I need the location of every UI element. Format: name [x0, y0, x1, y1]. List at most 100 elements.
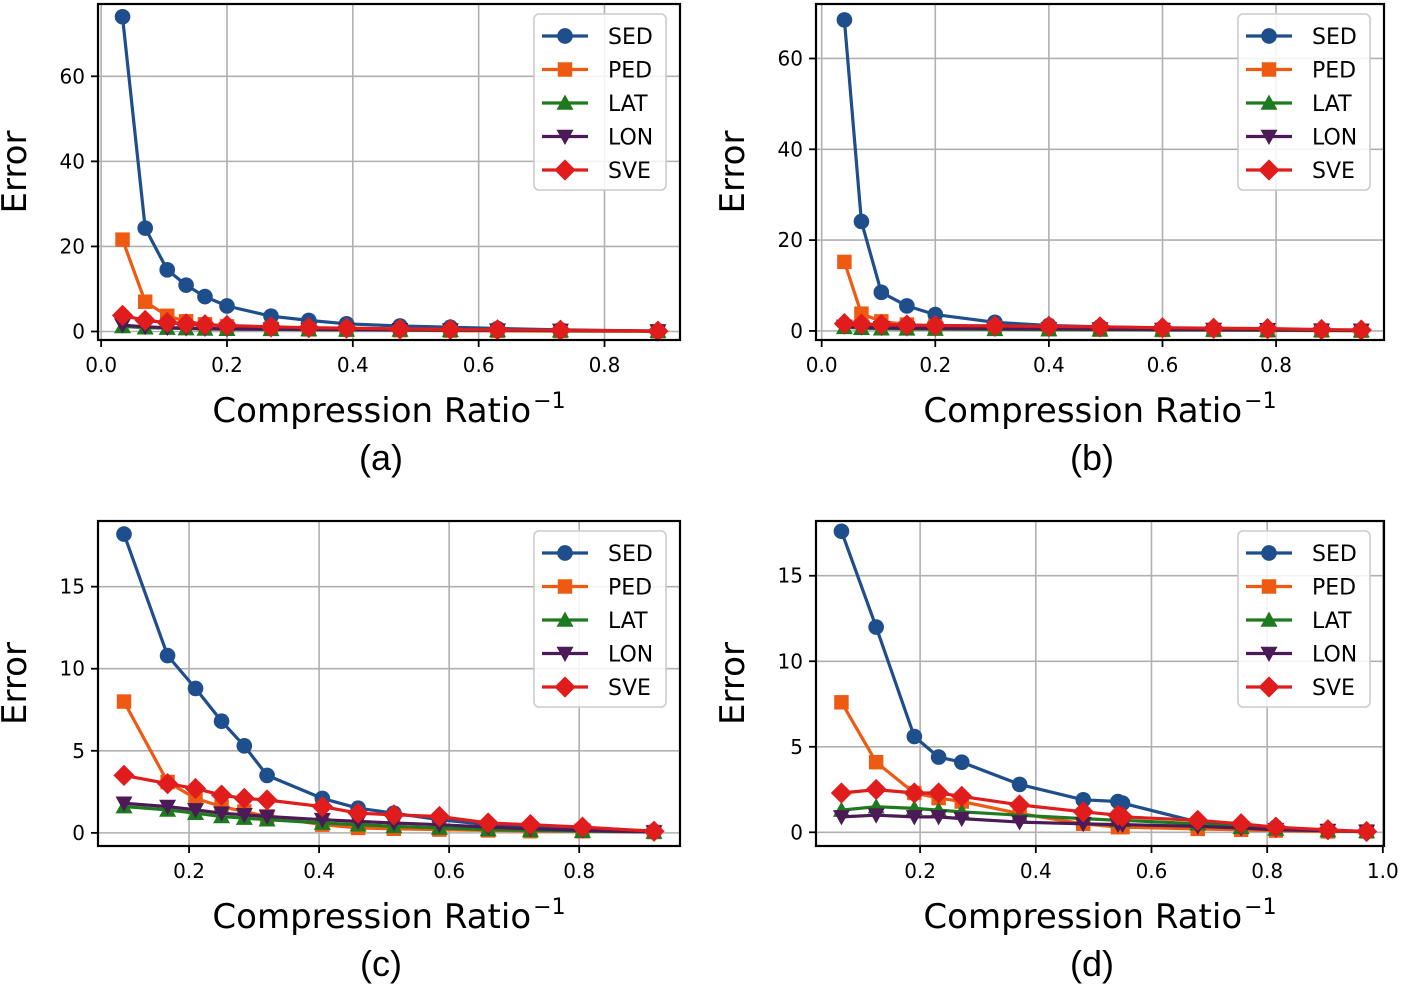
data-point-ped — [116, 694, 132, 709]
legend-item-sed: SED — [1246, 542, 1357, 567]
legend-label: PED — [608, 59, 652, 84]
plot-area — [111, 8, 669, 342]
legend-label: LON — [608, 126, 653, 151]
x-tick-label: 0.0 — [806, 353, 838, 377]
data-point-sve — [156, 773, 179, 795]
x-tick-label: 0.6 — [463, 353, 495, 377]
chart-panel-d: 0.2 0.4 0.6 0.8 1.0 0 5 10 15 Error Compression Ra… — [713, 519, 1399, 984]
y-tick-label: 5 — [72, 739, 85, 763]
data-point-ped — [137, 294, 153, 309]
data-point-sed — [259, 767, 275, 784]
data-point-lon — [867, 808, 885, 824]
data-point-sve — [347, 802, 369, 824]
legend-item-lon: LON — [542, 643, 653, 668]
data-point-sve — [1151, 317, 1174, 339]
data-point-sve — [389, 318, 411, 340]
data-point-sed — [899, 298, 915, 314]
data-point-sve — [233, 787, 255, 810]
data-point-ped — [868, 754, 884, 770]
legend-marker — [1260, 646, 1278, 662]
data-point-sed — [930, 749, 947, 765]
y-tick-label: 10 — [60, 657, 85, 681]
legend-item-sed: SED — [542, 25, 653, 50]
x-tick-label: 0.4 — [337, 353, 369, 377]
legend-item-lon: LON — [1246, 643, 1357, 668]
data-point-sve — [549, 319, 572, 341]
x-axis-label: Compression Ratio−1 — [212, 895, 565, 937]
data-point-sve — [951, 785, 973, 808]
data-point-sve — [1265, 816, 1287, 838]
data-point-lon — [905, 810, 923, 826]
x-axis-label: Compression Ratio−1 — [212, 389, 565, 431]
y-tick-label: 15 — [60, 575, 85, 599]
data-point-sve — [647, 320, 669, 342]
legend-item-ped: PED — [1246, 59, 1356, 84]
y-tick-label: 60 — [60, 64, 85, 88]
panel-caption: (a) — [359, 437, 403, 478]
legend-box — [533, 530, 667, 708]
x-tick-label: 0.8 — [1251, 859, 1283, 883]
data-point-lon — [1011, 815, 1029, 831]
data-point-sed — [833, 523, 850, 540]
data-point-sed — [927, 306, 944, 323]
data-point-sve — [256, 789, 278, 811]
chart-panel-c: 0.2 0.4 0.6 0.8 0 5 10 15 Error Compression Ratio… — [0, 519, 682, 984]
legend-item-ped: PED — [1246, 576, 1356, 601]
x-axis-label: Compression Ratio−1 — [923, 389, 1276, 431]
data-point-sve — [1230, 813, 1252, 835]
legend-item-sed: SED — [542, 542, 653, 567]
x-tick-label: 0.8 — [1260, 353, 1292, 377]
legend-label: SED — [1312, 542, 1357, 567]
x-tick-label: 0.2 — [173, 859, 205, 883]
plot-area — [113, 526, 665, 842]
data-point-sve — [830, 782, 853, 804]
x-tick-label: 0.0 — [85, 353, 117, 377]
legend-marker — [1260, 94, 1278, 110]
y-tick-label: 5 — [790, 735, 803, 759]
legend-marker — [1261, 28, 1277, 44]
data-point-sed — [836, 12, 853, 28]
legend-label: PED — [608, 576, 652, 601]
plot-area — [830, 523, 1378, 843]
y-tick-label: 10 — [778, 649, 803, 673]
data-point-lon — [159, 799, 177, 816]
legend-marker — [1261, 62, 1277, 77]
legend-label: SVE — [1312, 676, 1355, 701]
legend-item-sed: SED — [1246, 25, 1357, 50]
legend-marker — [554, 159, 576, 181]
chart-panel-b: 0.0 0.2 0.4 0.6 0.8 0 20 40 60 Error Compression R… — [713, 2, 1386, 478]
legend-marker — [556, 94, 574, 110]
data-point-sve — [1202, 317, 1225, 339]
data-point-lon — [953, 811, 971, 828]
y-tick-label: 0 — [72, 821, 85, 845]
legend-label: LAT — [608, 609, 648, 634]
y-tick-label: 15 — [778, 564, 803, 588]
x-tick-label: 0.4 — [1033, 353, 1065, 377]
x-tick-label: 0.2 — [919, 353, 951, 377]
plot-area — [833, 12, 1372, 341]
data-point-sed — [1011, 776, 1028, 793]
axes-frame — [814, 2, 1386, 342]
data-point-sve — [903, 782, 925, 804]
legend-marker — [556, 129, 574, 145]
data-point-sve — [1072, 801, 1094, 823]
data-point-sed — [116, 526, 132, 542]
x-tick-label: 0.6 — [1136, 859, 1168, 883]
data-point-ped — [834, 695, 849, 710]
data-point-sve — [924, 314, 946, 337]
legend-box — [1237, 530, 1371, 708]
data-point-sve — [870, 313, 892, 336]
legend-label: PED — [1312, 59, 1356, 84]
data-point-lon — [213, 806, 231, 822]
legend-label: LAT — [1312, 92, 1352, 117]
data-point-sve — [643, 820, 665, 842]
legend-label: SED — [608, 25, 653, 50]
data-point-sed — [197, 288, 213, 305]
data-point-lon — [313, 812, 331, 829]
data-point-sve — [194, 314, 216, 336]
legend-marker — [557, 28, 573, 44]
data-point-sed — [159, 647, 176, 664]
data-point-sve — [1089, 316, 1111, 338]
legend-box — [533, 13, 667, 191]
x-tick-label: 0.6 — [1147, 353, 1179, 377]
